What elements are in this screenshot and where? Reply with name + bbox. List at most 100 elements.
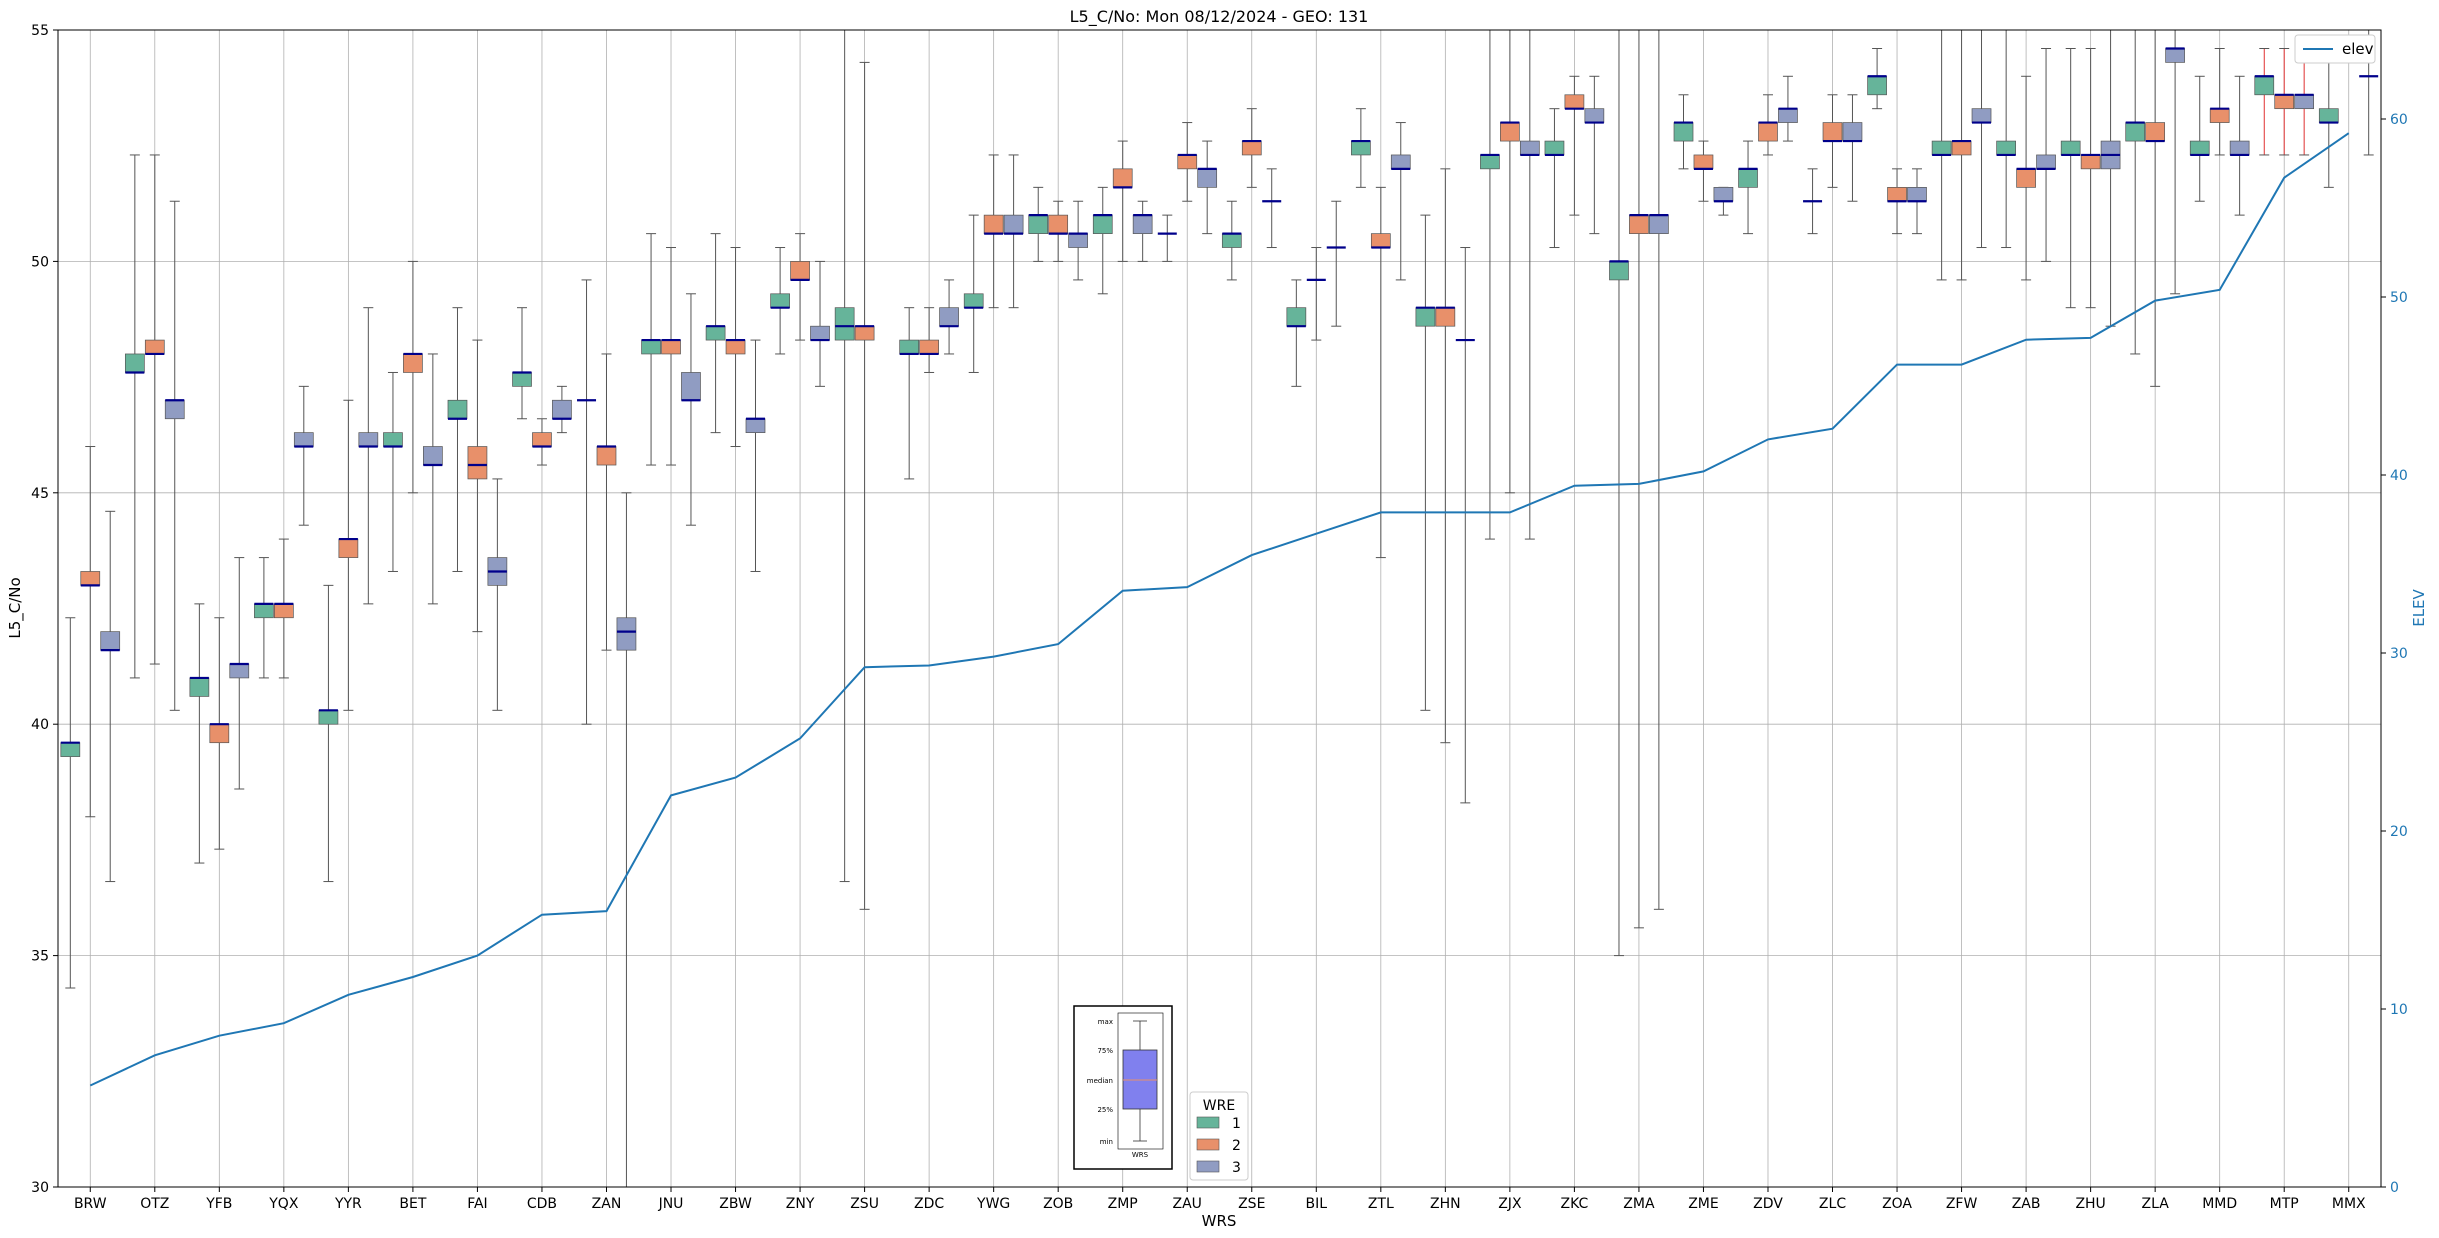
box bbox=[681, 372, 701, 401]
box-plot-ywg-wre2 bbox=[983, 154, 1004, 309]
wre-legend-label-1: 1 bbox=[1232, 1116, 1241, 1132]
box bbox=[60, 742, 81, 757]
x-tick-label: YYR bbox=[334, 1196, 362, 1212]
y2-tick-label: 60 bbox=[2390, 112, 2408, 128]
box bbox=[2016, 168, 2036, 188]
elev-series-line bbox=[89, 132, 2350, 1087]
box-plot-zny-wre3 bbox=[810, 260, 830, 387]
x-tick-label: YQX bbox=[268, 1196, 299, 1212]
x-tick-label: ZAN bbox=[592, 1196, 622, 1212]
box bbox=[1177, 154, 1198, 170]
box bbox=[467, 446, 488, 480]
box-plot-zau-wre3 bbox=[1197, 140, 1218, 235]
x-tick-label: ZLA bbox=[2142, 1196, 2170, 1212]
box-plot-zkc-wre3 bbox=[1584, 75, 1605, 235]
box bbox=[790, 261, 810, 281]
box bbox=[596, 446, 617, 466]
box-plot-key: max 75% median 25% min WRS bbox=[1073, 1005, 1173, 1170]
box bbox=[189, 677, 210, 697]
box-plot-zfw-wre2 bbox=[1951, 29, 1972, 281]
box-plot-zbw-wre3 bbox=[745, 339, 766, 572]
box-plot-fai-wre3 bbox=[487, 478, 508, 711]
wre-legend-swatch-3 bbox=[1196, 1160, 1220, 1173]
y-tick-label: 45 bbox=[31, 486, 49, 502]
box-plot-zjx-wre1 bbox=[1480, 29, 1500, 540]
box-plot-zhn-wre1 bbox=[1415, 214, 1436, 711]
box-plot-zlc-wre2 bbox=[1822, 94, 1843, 188]
box-plot-fai-wre2 bbox=[467, 339, 488, 633]
box bbox=[80, 571, 101, 586]
box-plot-bil-wre1 bbox=[1286, 279, 1307, 387]
box bbox=[1048, 214, 1069, 234]
box-plot-yqx-wre1 bbox=[254, 557, 274, 679]
x-tick-label: ZME bbox=[1688, 1196, 1719, 1212]
box bbox=[939, 307, 959, 327]
box-plot-zan-wre3 bbox=[616, 492, 637, 1188]
box bbox=[1480, 154, 1500, 170]
box bbox=[1867, 75, 1887, 96]
box-plot-yfb-wre3 bbox=[229, 557, 250, 790]
box-plot-bet-wre2 bbox=[403, 260, 423, 494]
box bbox=[1564, 94, 1585, 110]
box bbox=[1390, 154, 1411, 170]
box-plot-zdv-wre1 bbox=[1738, 140, 1758, 235]
box bbox=[1996, 140, 2016, 156]
box bbox=[164, 399, 185, 420]
x-tick-label: ZBW bbox=[719, 1196, 752, 1212]
box bbox=[1971, 108, 1992, 123]
y2-tick-label: 40 bbox=[2390, 468, 2408, 484]
wre-legend-swatch-2 bbox=[1196, 1138, 1220, 1151]
box bbox=[552, 399, 572, 420]
x-tick-label: BET bbox=[399, 1196, 426, 1212]
x-tick-label: ZMA bbox=[1623, 1196, 1655, 1212]
box bbox=[616, 617, 637, 651]
wre-legend-title: WRE bbox=[1203, 1098, 1235, 1114]
box-plot-zdc-wre3 bbox=[939, 279, 959, 355]
box-plot-zse-wre3 bbox=[1262, 168, 1282, 249]
x-tick-label: JNU bbox=[658, 1196, 684, 1212]
box-plot-mtp-wre2 bbox=[2274, 48, 2295, 156]
x-tick-label: ZHU bbox=[2075, 1196, 2105, 1212]
x-tick-label: ZFW bbox=[1946, 1196, 1978, 1212]
box-plot-zbw-wre2 bbox=[725, 247, 746, 448]
box bbox=[144, 339, 165, 355]
x-tick-label: YFB bbox=[205, 1196, 232, 1212]
box bbox=[254, 603, 274, 619]
box-plot-bil-wre3 bbox=[1326, 200, 1346, 327]
box bbox=[273, 603, 294, 619]
box-plot-mmd-wre2 bbox=[2209, 48, 2230, 156]
y-tick-label: 40 bbox=[31, 717, 49, 733]
box-plot-cdb-wre2 bbox=[532, 418, 552, 466]
box-plot-zmp-wre2 bbox=[1112, 140, 1133, 262]
box-plot-brw-wre3 bbox=[100, 510, 121, 883]
box-plots bbox=[60, 29, 2379, 1188]
box-plot-otz-wre2 bbox=[144, 154, 165, 665]
box-plot-brw-wre2 bbox=[80, 446, 101, 818]
box bbox=[1370, 233, 1391, 248]
box-plot-yfb-wre2 bbox=[209, 617, 230, 850]
box-plot-jnu-wre2 bbox=[661, 247, 681, 466]
box-plot-zdv-wre3 bbox=[1778, 75, 1798, 142]
box bbox=[209, 723, 230, 744]
x-tick-label: FAI bbox=[467, 1196, 487, 1212]
box bbox=[1713, 187, 1734, 202]
wre-legend-swatch-1 bbox=[1196, 1116, 1220, 1129]
wre-legend-label-2: 2 bbox=[1232, 1138, 1241, 1154]
box bbox=[1351, 140, 1371, 156]
x-axis-label: WRS bbox=[1202, 1212, 1237, 1230]
box bbox=[1907, 187, 1927, 202]
box bbox=[1028, 214, 1049, 234]
x-tick-label: ZLC bbox=[1819, 1196, 1846, 1212]
box bbox=[403, 353, 423, 373]
box bbox=[383, 432, 403, 447]
box-plot-zob-wre1 bbox=[1028, 186, 1049, 262]
y2-axis-label: ELEV bbox=[2410, 588, 2428, 626]
box bbox=[512, 372, 532, 387]
box-plot-bet-wre1 bbox=[383, 371, 403, 572]
box bbox=[1887, 187, 1907, 202]
box bbox=[2274, 94, 2295, 110]
box bbox=[338, 538, 359, 558]
x-tick-label: ZHN bbox=[1430, 1196, 1461, 1212]
